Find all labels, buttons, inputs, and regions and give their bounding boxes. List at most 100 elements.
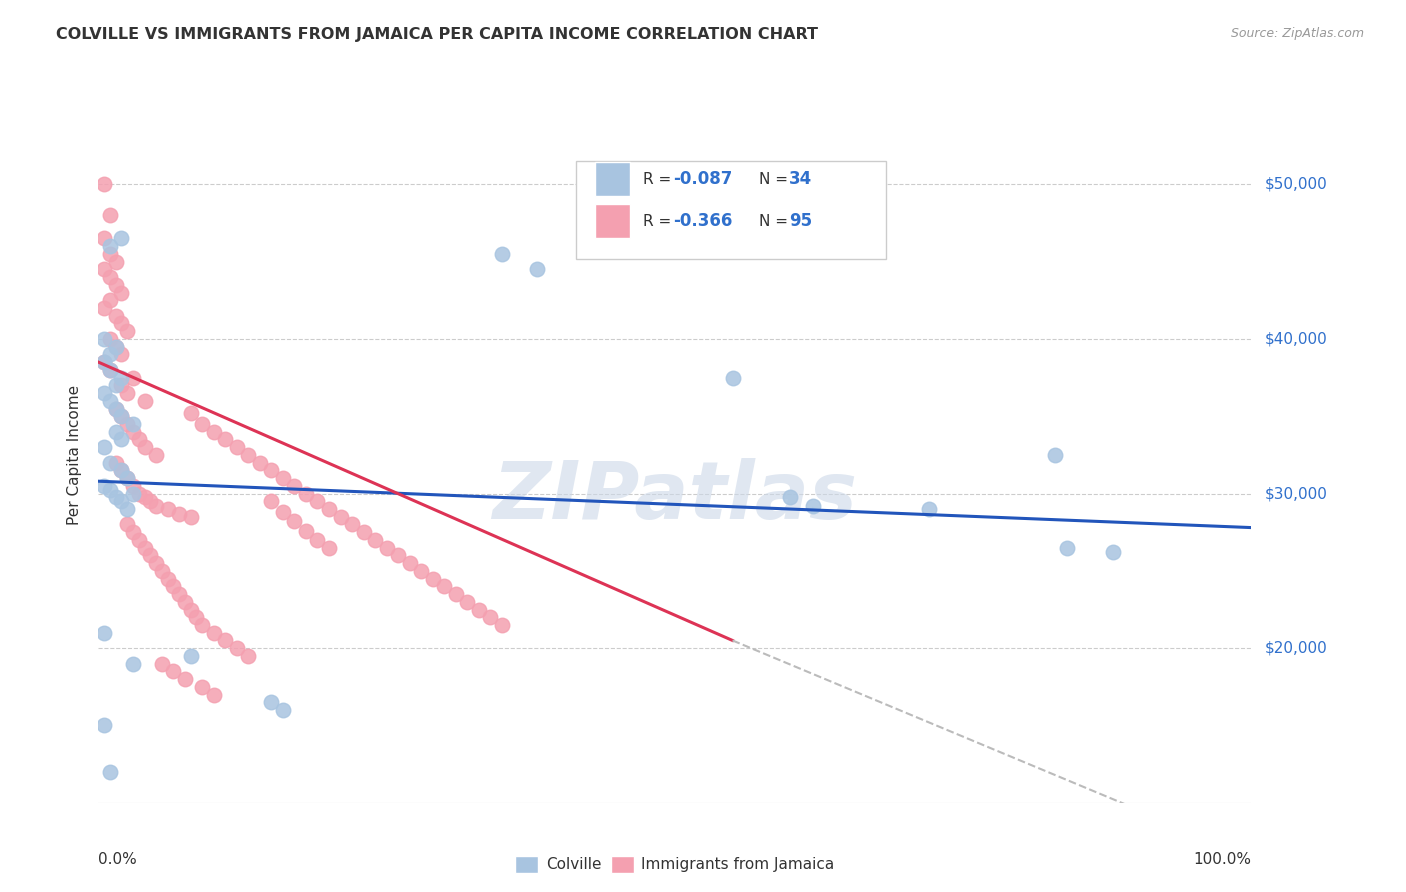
Point [117,517,138,532]
Point [1102,545,1125,559]
Point [491,247,513,261]
Point [180,509,202,524]
Point [93,355,115,369]
Point [191,680,214,694]
Point [98,363,121,377]
Point [110,378,132,392]
Point [375,541,398,555]
Point [283,515,305,529]
Point [526,262,548,277]
Point [110,317,132,331]
Point [98,764,121,779]
Point [444,587,467,601]
Text: 100.0%: 100.0% [1194,852,1251,866]
Point [191,618,214,632]
Point [104,254,127,268]
Point [145,448,167,462]
Point [271,471,294,485]
Text: $40,000: $40,000 [1265,332,1329,346]
Point [779,490,801,504]
Point [104,340,127,354]
Point [98,393,121,408]
Point [721,370,744,384]
Point [93,301,115,315]
Text: 95: 95 [789,212,811,230]
Point [180,602,202,616]
Point [104,309,127,323]
Text: $20,000: $20,000 [1265,640,1329,656]
Point [117,471,138,485]
Point [411,564,433,578]
Point [93,178,115,192]
Point [98,270,121,285]
Text: $30,000: $30,000 [1265,486,1329,501]
Point [110,409,132,424]
Point [191,417,214,431]
Point [174,595,197,609]
Point [104,425,127,439]
Point [93,625,115,640]
Point [98,293,121,308]
Point [1045,448,1067,462]
Text: $50,000: $50,000 [1265,177,1329,192]
Point [134,541,156,555]
Point [98,483,121,498]
Point [98,456,121,470]
Point [110,463,132,477]
Point [225,641,247,656]
Point [134,490,156,504]
Point [225,440,247,454]
Text: 34: 34 [789,170,813,188]
Point [260,463,283,477]
Point [110,347,132,361]
Text: -0.087: -0.087 [673,170,733,188]
Point [202,688,225,702]
Point [491,618,513,632]
Point [917,502,939,516]
Point [307,494,329,508]
Point [110,433,132,447]
Point [110,494,132,508]
Text: N =: N = [759,214,793,228]
Point [238,648,260,663]
Point [180,406,202,420]
Point [93,718,115,732]
Point [433,579,456,593]
Point [186,610,208,624]
Point [93,386,115,401]
Text: -0.366: -0.366 [673,212,733,230]
Point [122,525,145,540]
Point [398,556,420,570]
Point [260,494,283,508]
Point [122,486,145,500]
Point [468,602,491,616]
Point [98,239,121,253]
Point [145,556,167,570]
Point [104,378,127,392]
Text: R =: R = [643,214,676,228]
Text: 0.0%: 0.0% [98,852,138,866]
Point [249,456,271,470]
Point [167,507,190,521]
Text: Source: ZipAtlas.com: Source: ZipAtlas.com [1230,27,1364,40]
Point [98,247,121,261]
Point [340,517,363,532]
Point [295,486,318,500]
Point [318,541,340,555]
Point [214,433,236,447]
Point [110,409,132,424]
Point [110,285,132,300]
Point [271,505,294,519]
Point [162,579,184,593]
Text: N =: N = [759,172,793,186]
Point [456,595,478,609]
Point [93,440,115,454]
Point [134,440,156,454]
Point [271,703,294,717]
Point [104,401,127,416]
Point [139,549,162,563]
Point [128,433,150,447]
Point [98,363,121,377]
Point [98,208,121,222]
Point [801,499,824,513]
